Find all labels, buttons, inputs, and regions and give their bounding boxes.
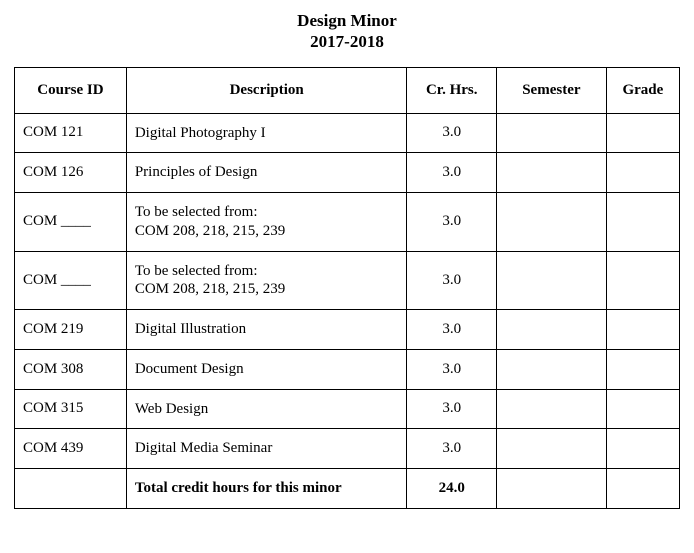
cell-semester [496,310,606,350]
cell-semester [496,349,606,389]
table-row: COM 315 Web Design 3.0 [15,389,680,429]
table-row: COM 439 Digital Media Seminar 3.0 [15,429,680,469]
cell-grade [606,469,679,509]
cell-course-id: COM 219 [15,310,127,350]
cell-semester [496,389,606,429]
cell-course-id: COM 439 [15,429,127,469]
cell-grade [606,251,679,310]
col-description: Description [126,67,407,113]
page-title: Design Minor 2017-2018 [14,10,680,53]
table-row: COM ____ To be selected from:COM 208, 21… [15,251,680,310]
cell-description: To be selected from:COM 208, 218, 215, 2… [126,193,407,252]
cell-course-id: COM 308 [15,349,127,389]
cell-description: Document Design [126,349,407,389]
cell-course-id [15,469,127,509]
table-row: COM 121 Digital Photography I 3.0 [15,113,680,153]
col-grade: Grade [606,67,679,113]
cell-total-label: Total credit hours for this minor [126,469,407,509]
cell-credit-hrs: 3.0 [407,153,496,193]
table-total-row: Total credit hours for this minor 24.0 [15,469,680,509]
cell-grade [606,389,679,429]
cell-grade [606,193,679,252]
cell-description: Digital Illustration [126,310,407,350]
table-row: COM 126 Principles of Design 3.0 [15,153,680,193]
table-header-row: Course ID Description Cr. Hrs. Semester … [15,67,680,113]
col-credit-hrs: Cr. Hrs. [407,67,496,113]
title-line2: 2017-2018 [14,31,680,52]
cell-credit-hrs: 3.0 [407,113,496,153]
table-body: COM 121 Digital Photography I 3.0 COM 12… [15,113,680,508]
cell-grade [606,113,679,153]
table-row: COM 308 Document Design 3.0 [15,349,680,389]
table-row: COM ____ To be selected from:COM 208, 21… [15,193,680,252]
cell-course-id: COM ____ [15,251,127,310]
cell-credit-hrs: 3.0 [407,429,496,469]
cell-credit-hrs: 3.0 [407,310,496,350]
course-table: Course ID Description Cr. Hrs. Semester … [14,67,680,509]
title-line1: Design Minor [14,10,680,31]
cell-course-id: COM ____ [15,193,127,252]
cell-course-id: COM 121 [15,113,127,153]
cell-grade [606,349,679,389]
cell-description: Principles of Design [126,153,407,193]
cell-description: Digital Media Seminar [126,429,407,469]
cell-credit-hrs: 3.0 [407,389,496,429]
cell-credit-hrs: 3.0 [407,251,496,310]
col-course-id: Course ID [15,67,127,113]
cell-credit-hrs: 3.0 [407,349,496,389]
cell-semester [496,193,606,252]
cell-credit-hrs: 3.0 [407,193,496,252]
cell-description: Web Design [126,389,407,429]
col-semester: Semester [496,67,606,113]
cell-grade [606,310,679,350]
cell-semester [496,251,606,310]
cell-description: To be selected from:COM 208, 218, 215, 2… [126,251,407,310]
cell-semester [496,469,606,509]
cell-semester [496,429,606,469]
cell-course-id: COM 126 [15,153,127,193]
cell-semester [496,113,606,153]
table-row: COM 219 Digital Illustration 3.0 [15,310,680,350]
cell-course-id: COM 315 [15,389,127,429]
cell-grade [606,153,679,193]
cell-semester [496,153,606,193]
cell-description: Digital Photography I [126,113,407,153]
cell-total-credits: 24.0 [407,469,496,509]
cell-grade [606,429,679,469]
